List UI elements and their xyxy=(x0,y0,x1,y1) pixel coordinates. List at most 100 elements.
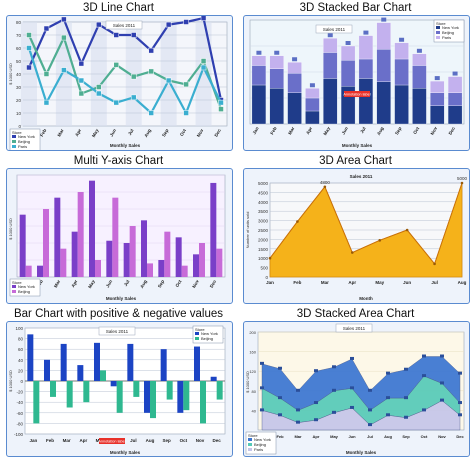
data-point xyxy=(183,110,189,116)
y-tick-label: 80 xyxy=(18,337,24,342)
legend-label: New York xyxy=(18,134,35,139)
data-point xyxy=(368,388,372,392)
x-tick-label: Jul xyxy=(359,126,367,134)
bar-segment xyxy=(412,53,427,66)
subtitle-box xyxy=(98,326,136,336)
chart-panel-multi-y: Multi Y-axis Chart $ 1000 USDJanFebMarAp… xyxy=(0,153,237,306)
legend-swatch xyxy=(436,36,440,39)
data-point xyxy=(200,58,207,64)
chart-title: Bar Chart with positive & negative value… xyxy=(13,308,224,320)
subtitle-box xyxy=(315,24,353,34)
data-point xyxy=(43,99,50,106)
bar-segment xyxy=(394,58,409,86)
x-tick-label: Feb xyxy=(46,438,54,443)
data-point xyxy=(78,60,85,67)
bar-segment xyxy=(394,84,409,125)
data-point xyxy=(61,16,67,23)
bar xyxy=(194,346,200,381)
data-point xyxy=(165,21,172,28)
chart-subtitle: Sales 2011 xyxy=(106,329,129,334)
x-tick-label: Mar xyxy=(63,438,71,443)
x-tick-label: Jul xyxy=(431,280,438,285)
bar xyxy=(83,381,90,403)
series-line xyxy=(27,16,223,101)
data-point xyxy=(148,110,154,116)
bar xyxy=(181,265,188,277)
bar xyxy=(71,231,78,277)
x-tick-label: Feb xyxy=(276,434,284,439)
x-tick-label: Jul xyxy=(127,128,135,136)
chart-subtitle: Sales 2011 xyxy=(350,174,373,179)
bar-top-marker xyxy=(452,71,458,76)
bar-top-marker xyxy=(345,41,351,45)
bar-top-marker xyxy=(381,17,387,22)
legend-title: Store xyxy=(12,130,22,135)
chart-panel-stacked-bar: 3D Stacked Bar Chart Jan Feb Mar Apr May Jun J… xyxy=(237,0,474,153)
x-tick-label: May xyxy=(330,434,339,439)
bar-segment xyxy=(251,84,267,125)
bar-top-marker xyxy=(434,76,440,81)
x-tick-label: Jul xyxy=(123,279,131,287)
legend-label: New York xyxy=(18,284,35,289)
bar-segment xyxy=(251,55,267,66)
x-tick-label: Jul xyxy=(130,438,137,443)
legend-label: Beijing xyxy=(442,30,454,35)
y-tick-label: 3500 xyxy=(258,209,269,214)
legend-label: Beijing xyxy=(201,336,213,341)
data-point xyxy=(260,408,264,412)
chart-frame: $ 1000 USDJanFebMarAprMayJunJulAugSepOct… xyxy=(6,168,233,304)
x-tick-label: May xyxy=(87,279,96,290)
data-point xyxy=(386,371,390,375)
bar xyxy=(50,381,56,397)
data-point xyxy=(61,34,67,41)
legend-swatch xyxy=(248,438,252,441)
x-tick-label: Feb xyxy=(269,126,277,136)
bar-segment xyxy=(251,65,267,86)
chart-svg: $ 1000 USDJanFebMarAprMayJunJulAugSepOct… xyxy=(8,174,226,301)
bar-segment xyxy=(412,88,427,125)
y-tick-label: -40 xyxy=(16,400,23,405)
x-tick-label: Nov xyxy=(438,434,446,439)
legend-swatch xyxy=(248,443,252,446)
chart-svg: Jan Feb Mar Apr May Jun Jul Aug Sep Oct Nov Dec Mont… xyxy=(249,17,465,148)
y-tick-label: 4500 xyxy=(258,190,269,195)
data-point xyxy=(78,90,85,97)
bar-segment xyxy=(430,80,445,93)
data-point xyxy=(440,381,444,385)
bar-top-marker xyxy=(416,48,422,53)
bar-segment xyxy=(323,78,338,125)
chart-svg: -100 -80 -60 -40 -20 0 20 40 60 80 100 $ 1000 USD Ja… xyxy=(8,325,226,455)
y-tick-label: 0 xyxy=(20,379,23,384)
data-point xyxy=(368,423,372,427)
x-tick-label: Oct xyxy=(412,126,420,135)
data-point xyxy=(332,410,336,414)
x-tick-label: Oct xyxy=(174,279,182,288)
legend-label: Beijing xyxy=(254,442,266,447)
chart-frame: -100 -80 -60 -40 -20 0 20 40 60 80 100 $ 1000 USD Ja… xyxy=(6,321,233,457)
data-point xyxy=(323,185,327,189)
chart-frame: Jan Feb Mar Apr May Jun Jul Aug Sep Oct Nov Dec Mont… xyxy=(243,15,470,151)
y-tick-label: 30 xyxy=(16,85,22,90)
x-tick-label: Mar xyxy=(294,434,302,439)
x-tick-label: Dec xyxy=(213,438,222,443)
y-tick-label: 60 xyxy=(16,46,22,51)
bar-segment xyxy=(358,35,374,60)
data-point xyxy=(96,21,102,28)
chart-title: 3D Line Chart xyxy=(83,2,154,14)
y-tick-label: 20 xyxy=(18,368,24,373)
data-point xyxy=(422,354,426,358)
x-tick-label: Feb xyxy=(293,280,301,285)
legend-title: Store xyxy=(436,21,446,26)
y-tick-label: 2000 xyxy=(258,237,269,242)
bar xyxy=(77,192,84,277)
bar-segment xyxy=(340,60,356,87)
bar-top-marker xyxy=(256,50,262,55)
data-point xyxy=(405,228,409,232)
x-tick-label: Nov xyxy=(191,279,200,289)
bar-segment xyxy=(447,92,463,106)
x-tick-label: Dec xyxy=(447,126,456,136)
legend-box xyxy=(9,278,41,297)
data-point xyxy=(386,413,390,417)
y-tick-label: 40 xyxy=(18,358,24,363)
x-tick-label: Dec xyxy=(456,434,464,439)
